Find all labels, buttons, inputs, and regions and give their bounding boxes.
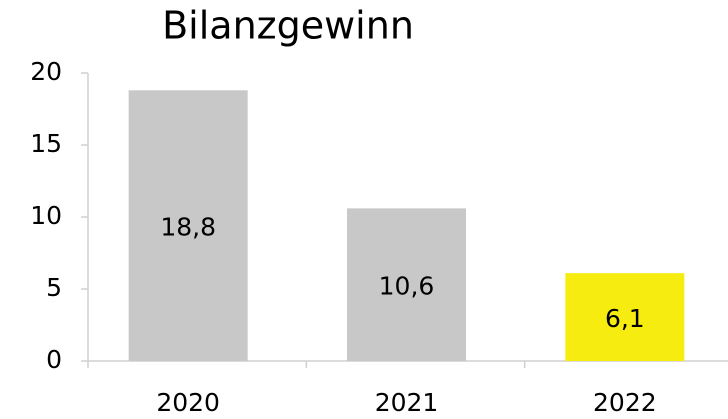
- x-tick-label: 2020: [156, 388, 220, 417]
- x-tick-label: 2022: [593, 388, 657, 417]
- y-tick-label: 5: [46, 273, 62, 302]
- y-tick-label: 10: [30, 201, 62, 230]
- chart-title: Bilanzgewinn: [162, 4, 414, 48]
- y-tick-label: 0: [46, 345, 62, 374]
- value-label: 6,1: [605, 304, 645, 333]
- bar: [128, 90, 248, 361]
- bar: [565, 273, 685, 361]
- y-tick-label: 15: [30, 129, 62, 158]
- y-tick-label: 20: [30, 57, 62, 86]
- x-tick-label: 2021: [375, 388, 439, 417]
- value-label: 18,8: [160, 213, 216, 242]
- value-label: 10,6: [379, 272, 435, 301]
- bar: [347, 208, 466, 361]
